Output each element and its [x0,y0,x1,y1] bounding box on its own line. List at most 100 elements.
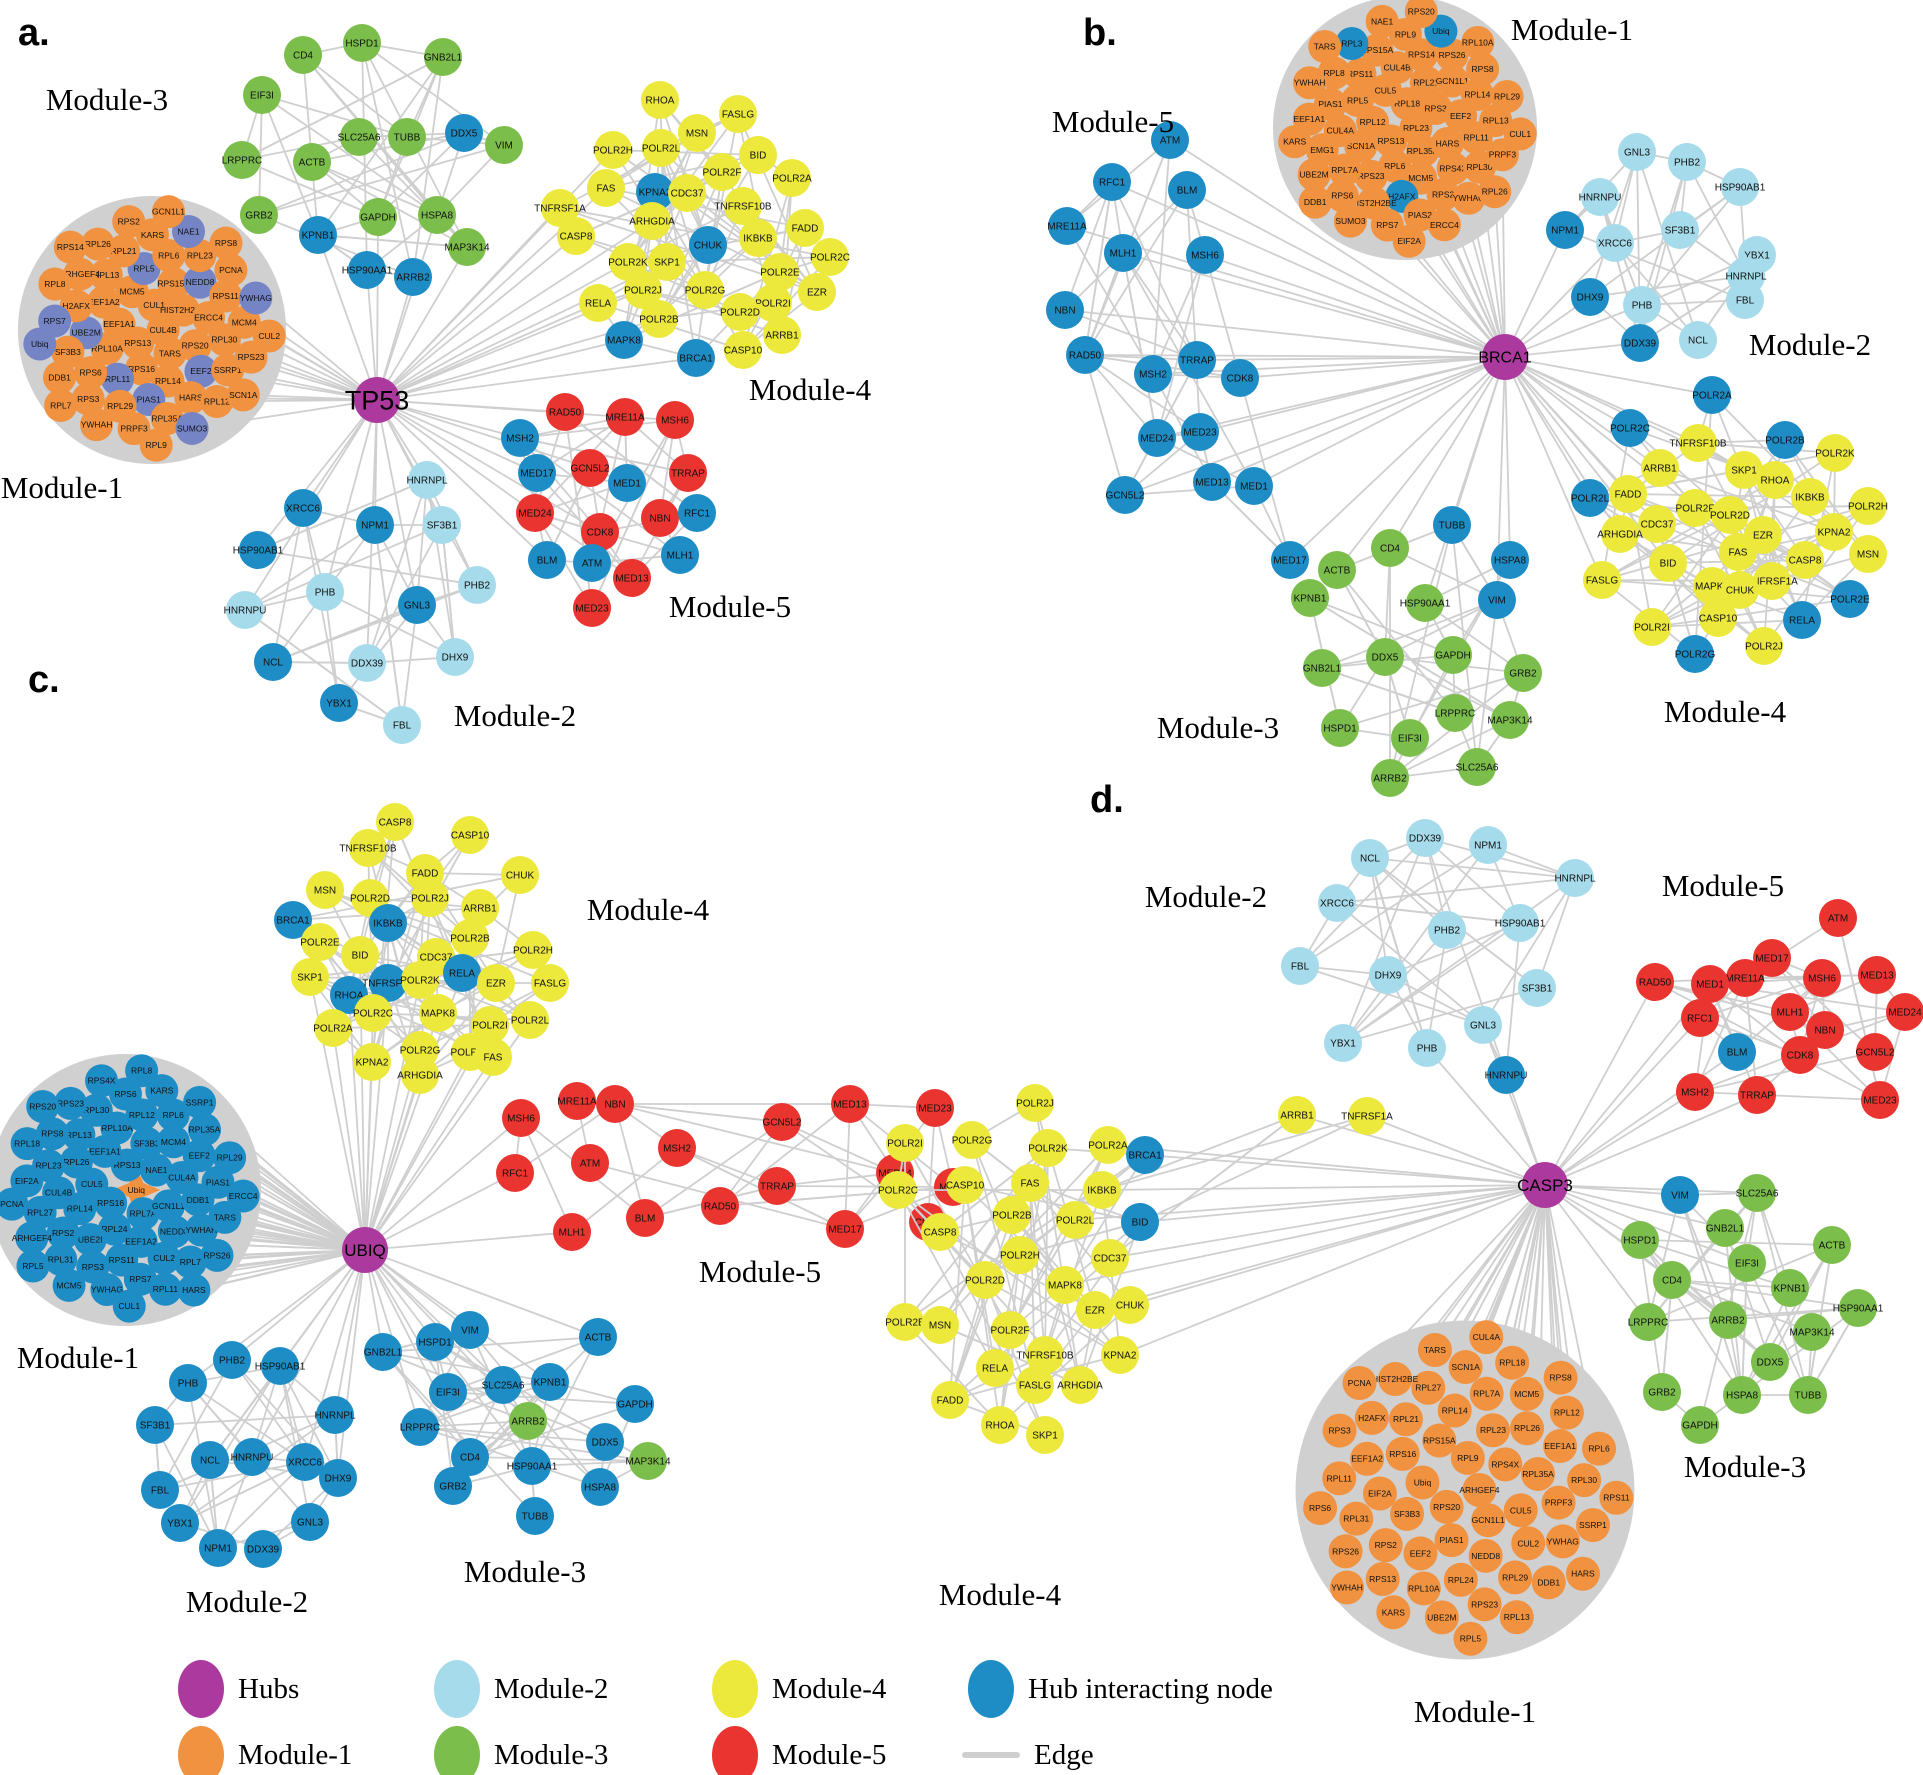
hub-node-brca1 [1482,334,1528,380]
node-BLM [626,1199,664,1237]
node-MED23 [1181,413,1219,451]
node-BID [341,936,379,974]
node-GAPDH [616,1385,654,1423]
node-POLR2K [401,961,439,999]
node-RPL11 [148,1272,182,1306]
node-YWHAG [1545,1524,1580,1559]
node-RAD50 [546,393,584,431]
legend-label: Module-1 [238,1738,353,1771]
node-CD4 [1653,1261,1691,1299]
node-TNFRSF10B [349,829,387,867]
node-RPL11 [100,362,134,396]
node-HSP90AB1 [261,1347,299,1385]
ubiq-star-node [112,1166,161,1214]
node-RPS8 [1543,1360,1578,1395]
node-PHB [1623,286,1661,324]
node-YWHAH [1330,1570,1365,1605]
node-FAS [1719,533,1757,571]
node-MAP3K14 [1491,701,1529,739]
hub-label: TP53 [345,385,410,415]
node-VIM [451,1311,489,1349]
node-DDX39 [1406,819,1444,857]
node-NAE1 [139,1153,173,1187]
node-RPL13 [1499,1600,1534,1635]
node-XRCC6 [284,489,322,527]
module1-swatch [178,1726,224,1775]
node-MLH1 [1771,993,1809,1031]
node-TRRAP [758,1167,796,1205]
node-LRPPRC [1629,1303,1667,1341]
node-SCN1A [1448,1350,1483,1385]
node-HSPD1 [343,24,381,62]
node-KPNA2 [1815,513,1853,551]
node-RPL12 [1549,1395,1584,1430]
node-XRCC6 [1596,224,1634,262]
node-MED13 [1858,956,1896,994]
node-POLR2B [993,1196,1031,1234]
node-SF3B3 [130,1126,164,1160]
node-ACTB [1318,551,1356,589]
node-BRCA1 [677,339,715,377]
node-RPS15A [1360,33,1394,67]
node-MED24 [1138,419,1176,457]
node-POLR2B [640,300,678,338]
node-ARRB2 [1371,759,1409,797]
panel-letter: a. [18,12,50,54]
node-RPL26 [1478,175,1512,209]
panel-letter: b. [1083,12,1117,54]
node-POLR2F [991,1311,1029,1349]
node-BLM [1168,171,1206,209]
node-RPL21 [1409,66,1443,100]
node-TARS [153,336,187,370]
node-SKP1 [1026,1416,1064,1454]
node-BRCA1 [1126,1136,1164,1174]
node-GNL3 [1464,1006,1502,1044]
node-NPM1 [1469,826,1507,864]
node-SLC25A6 [484,1366,522,1404]
node-MSN [921,1306,959,1344]
node-ARHGEF4 [15,1221,49,1255]
node-GNL3 [1618,133,1656,171]
node-CHUK [689,226,727,264]
node-DDB1 [1298,185,1332,219]
node-CD4 [451,1438,489,1476]
node-RPL29 [213,1141,247,1175]
node-GCN5L2 [571,449,609,487]
node-RPS2 [1368,1528,1403,1563]
node-XRCC6 [1318,884,1356,922]
node-Ubiq [1405,1465,1440,1500]
node-POLR2E [301,923,339,961]
node-RAD50 [701,1187,739,1225]
node-MAP3K14 [448,228,486,266]
node-RPS3 [1419,91,1453,125]
node-MSH2 [1134,355,1172,393]
node-MED13 [1193,463,1231,501]
node-EIF3I [1391,719,1429,757]
module-label-module-4: Module-4 [587,892,710,927]
node-MSH6 [502,1099,540,1137]
node-RPL7 [173,1245,207,1279]
node-RPS23 [1354,159,1388,193]
node-DDB1 [43,360,77,394]
node-RPS14 [53,230,87,264]
node-DDX39 [348,644,386,682]
node-PCNA [1342,1365,1377,1400]
node-HARS [1565,1556,1600,1591]
module-label-module-1: Module-1 [1,470,123,505]
node-CHUK [1111,1286,1149,1324]
node-POLR2H [514,931,552,969]
node-FAS [587,169,625,207]
node-MED24 [516,494,554,532]
node-GCN5L2 [1106,476,1144,514]
node-YWHAH [80,408,114,442]
node-EEF2 [182,1139,216,1173]
node-POLR2D [721,293,759,331]
node-HSPD1 [416,1323,454,1361]
node-RPL12 [200,384,234,418]
node-SF3B1 [136,1406,174,1444]
node-POLR2G [686,271,724,309]
node-LRPPRC [401,1408,439,1446]
